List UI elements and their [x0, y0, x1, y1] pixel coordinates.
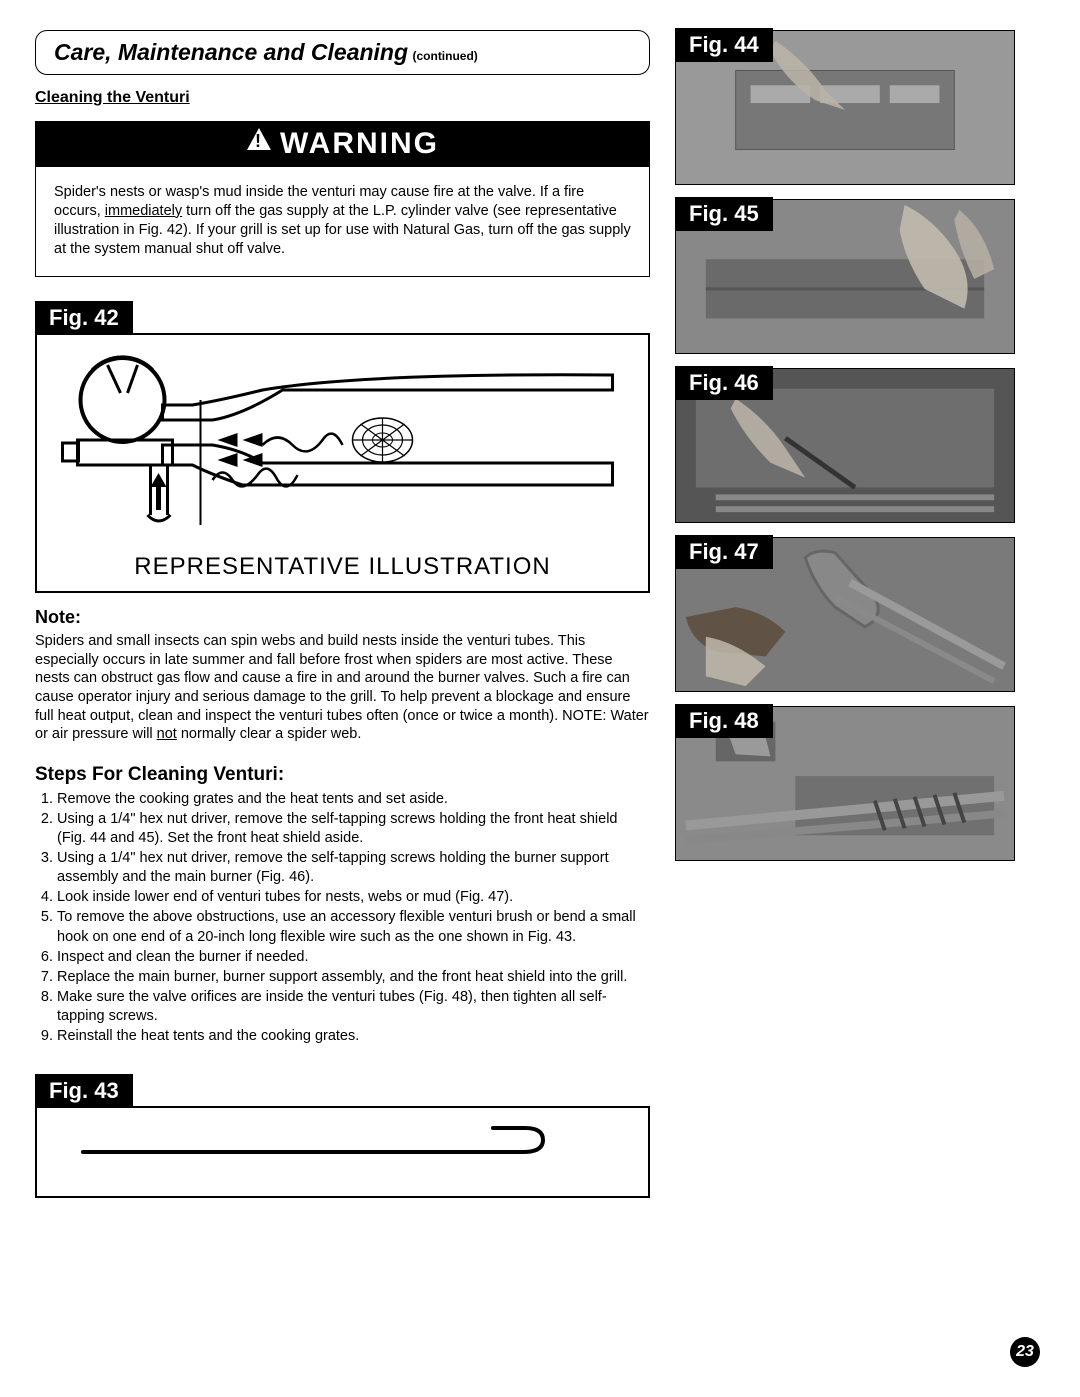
fig46-label: Fig. 46	[675, 366, 773, 400]
figure-45: Fig. 45	[675, 199, 1045, 354]
svg-text:!: !	[255, 131, 263, 151]
page-number: 23	[1010, 1337, 1040, 1367]
wire-hook-illustration	[63, 1122, 623, 1182]
note-title: Note:	[35, 607, 650, 628]
fig42-caption: REPRESENTATIVE ILLUSTRATION	[37, 553, 648, 581]
fig44-label: Fig. 44	[675, 28, 773, 62]
warning-container: ! WARNING Spider's nests or wasp's mud i…	[35, 121, 650, 277]
note-body: Spiders and small insects can spin webs …	[35, 632, 650, 743]
section-header: Care, Maintenance and Cleaning (continue…	[35, 30, 650, 75]
fig47-label: Fig. 47	[675, 535, 773, 569]
warning-banner: ! WARNING	[35, 121, 650, 167]
fig42-label: Fig. 42	[35, 301, 133, 335]
section-continued: (continued)	[412, 49, 477, 63]
warning-text: WARNING	[280, 127, 439, 160]
figure-47: Fig. 47	[675, 537, 1045, 692]
page-number-value: 23	[1016, 1343, 1034, 1361]
step-item: Remove the cooking grates and the heat t…	[57, 790, 650, 809]
step-item: Inspect and clean the burner if needed.	[57, 948, 650, 967]
venturi-illustration	[47, 345, 638, 545]
steps-title: Steps For Cleaning Venturi:	[35, 764, 650, 786]
step-item: Reinstall the heat tents and the cooking…	[57, 1027, 650, 1046]
fig42-illustration-box: REPRESENTATIVE ILLUSTRATION	[35, 333, 650, 593]
note-not: not	[157, 726, 177, 742]
subheading-cleaning-venturi: Cleaning the Venturi	[35, 89, 650, 107]
step-item: Make sure the valve orifices are inside …	[57, 988, 650, 1026]
warning-box: Spider's nests or wasp's mud inside the …	[35, 167, 650, 277]
step-item: Using a 1/4" hex nut driver, remove the …	[57, 810, 650, 848]
fig43-illustration-box	[35, 1106, 650, 1198]
figure-42: Fig. 42	[35, 301, 650, 593]
page-content: Care, Maintenance and Cleaning (continue…	[35, 30, 1045, 1198]
step-item: To remove the above obstructions, use an…	[57, 908, 650, 946]
left-column: Care, Maintenance and Cleaning (continue…	[35, 30, 650, 1198]
figure-44: Fig. 44	[675, 30, 1045, 185]
steps-list: Remove the cooking grates and the heat t…	[35, 790, 650, 1047]
fig48-label: Fig. 48	[675, 704, 773, 738]
section-title: Care, Maintenance and Cleaning	[54, 39, 408, 65]
step-item: Using a 1/4" hex nut driver, remove the …	[57, 849, 650, 887]
note-p2: normally clear a spider web.	[177, 726, 362, 742]
figure-46: Fig. 46	[675, 368, 1045, 523]
fig43-label: Fig. 43	[35, 1074, 133, 1108]
figure-48: Fig. 48	[675, 706, 1045, 861]
right-column: Fig. 44 Fig. 45	[675, 30, 1045, 1198]
step-item: Replace the main burner, burner support …	[57, 968, 650, 987]
warning-triangle-icon: !	[246, 125, 272, 159]
step-item: Look inside lower end of venturi tubes f…	[57, 888, 650, 907]
fig45-label: Fig. 45	[675, 197, 773, 231]
figure-43: Fig. 43	[35, 1074, 650, 1198]
warning-immediately: immediately	[105, 203, 182, 219]
